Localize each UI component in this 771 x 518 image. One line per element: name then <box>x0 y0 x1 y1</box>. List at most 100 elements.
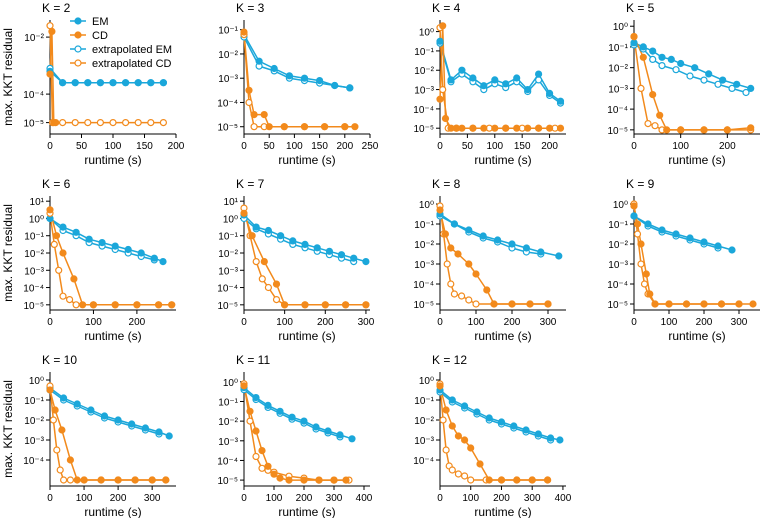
point-extrapolated-cd <box>633 230 642 238</box>
point-extrapolated-cd <box>252 258 260 266</box>
point-em <box>337 251 346 259</box>
y-axis-label: max. KKT residual <box>1 28 15 126</box>
point-em <box>502 80 510 88</box>
point-em <box>649 47 657 55</box>
x-axis-label: runtime (s) <box>278 329 335 343</box>
point-extrapolated-cd <box>258 464 266 472</box>
point-cd <box>321 123 329 131</box>
panel-k-4: K = 4 0 50 100 150 200 10⁰ 10⁻¹ 10⁻² 10⁻³ 10⁻⁴ 10⁻⁵… <box>413 1 566 167</box>
y-tick-label: 10⁻² <box>24 33 44 44</box>
point-em <box>270 64 278 73</box>
point-cd <box>461 436 469 444</box>
y-tick-label: 10⁻⁵ <box>217 123 238 134</box>
point-em <box>114 416 122 424</box>
point-cd <box>46 70 54 78</box>
point-em <box>555 252 563 260</box>
y-tick-label: 10⁻¹ <box>218 397 238 408</box>
point-extrapolated-cd <box>49 416 58 424</box>
y-tick-label: 10⁻² <box>218 50 238 61</box>
point-extrapolated-cd <box>258 275 266 283</box>
point-em <box>510 422 518 430</box>
point-cd <box>491 124 499 132</box>
x-tick-label: 100 <box>672 141 689 152</box>
y-tick-label: 10⁻⁴ <box>217 456 238 467</box>
point-cd <box>469 124 477 132</box>
point-extrapolated-cd <box>461 472 469 480</box>
y-tick-label: 10⁻¹ <box>414 396 434 407</box>
point-cd <box>665 300 673 308</box>
point-cd <box>458 124 466 132</box>
point-cd <box>467 444 475 452</box>
x-tick-label: 400 <box>356 493 373 504</box>
point-extrapolated-cd <box>71 118 79 127</box>
point-extrapolated-cd <box>134 118 142 127</box>
point-cd <box>633 220 642 228</box>
point-em <box>137 249 145 257</box>
panel-title: K = 8 <box>432 177 461 191</box>
point-em <box>480 82 488 90</box>
point-cd <box>52 232 61 240</box>
point-em <box>747 84 755 93</box>
point-em <box>447 76 455 84</box>
point-cd <box>155 301 163 309</box>
point-em <box>700 238 708 246</box>
x-tick-label: 200 <box>296 493 313 504</box>
point-extrapolated-cd <box>66 476 75 484</box>
panel-title: K = 11 <box>236 353 270 367</box>
y-tick-label: 10⁰ <box>29 214 44 225</box>
point-cd <box>250 110 258 119</box>
panel-title: K = 12 <box>432 353 467 367</box>
point-extrapolated-cd <box>439 85 447 94</box>
point-cd <box>133 301 141 309</box>
x-tick-label: 0 <box>241 493 247 504</box>
x-axis-label: runtime (s) <box>278 153 335 167</box>
point-extrapolated-em <box>714 80 722 88</box>
point-cd <box>351 123 359 131</box>
point-cd <box>497 476 506 484</box>
legend-marker <box>74 31 82 39</box>
point-cd <box>717 300 726 308</box>
point-cd <box>252 427 260 435</box>
point-cd <box>321 301 329 309</box>
point-extrapolated-cd <box>454 470 462 478</box>
point-em <box>450 220 458 228</box>
point-cd <box>315 476 323 484</box>
point-cd <box>465 260 473 268</box>
point-em <box>508 240 516 248</box>
x-tick-label: 200 <box>493 493 510 504</box>
point-em <box>350 254 358 262</box>
panel-title: K = 4 <box>432 1 461 15</box>
point-em <box>733 80 741 88</box>
series-line-extrapolated-em <box>49 67 164 84</box>
x-tick-label: 50 <box>264 141 276 152</box>
point-cd <box>240 382 248 390</box>
y-tick-label: 10⁻² <box>24 249 44 260</box>
x-tick-label: 50 <box>76 141 88 152</box>
y-tick-label: 10⁻³ <box>414 86 434 97</box>
point-em <box>100 412 109 420</box>
point-cd <box>735 300 743 308</box>
point-cd <box>556 124 565 132</box>
point-em <box>537 248 545 256</box>
y-tick-label: 10⁰ <box>419 376 434 387</box>
point-cd <box>281 301 289 309</box>
point-em <box>111 242 119 250</box>
panel-k-9: K = 9 0 100 200 300 10⁰ 10⁻¹ 10⁻² 10⁻³ 10⁻⁴ 10⁻⁵ ru… <box>607 177 760 343</box>
y-tick-label: 10⁻¹ <box>608 220 628 231</box>
x-tick-label: 250 <box>362 141 379 152</box>
point-cd <box>441 114 450 123</box>
point-em <box>300 74 309 82</box>
x-tick-label: 100 <box>286 141 303 152</box>
point-cd <box>80 476 88 484</box>
point-em <box>524 85 532 94</box>
y-tick-label: 10⁻⁵ <box>23 301 44 312</box>
point-extrapolated-cd <box>465 296 473 304</box>
x-tick-label: 300 <box>326 493 343 504</box>
x-tick-label: 200 <box>110 493 127 504</box>
y-tick-label: 10⁰ <box>419 200 434 211</box>
point-extrapolated-cd <box>250 123 258 131</box>
point-cd <box>46 206 54 214</box>
point-cd <box>51 406 59 414</box>
y-tick-label: 10⁻² <box>414 66 434 77</box>
point-em <box>87 406 95 414</box>
